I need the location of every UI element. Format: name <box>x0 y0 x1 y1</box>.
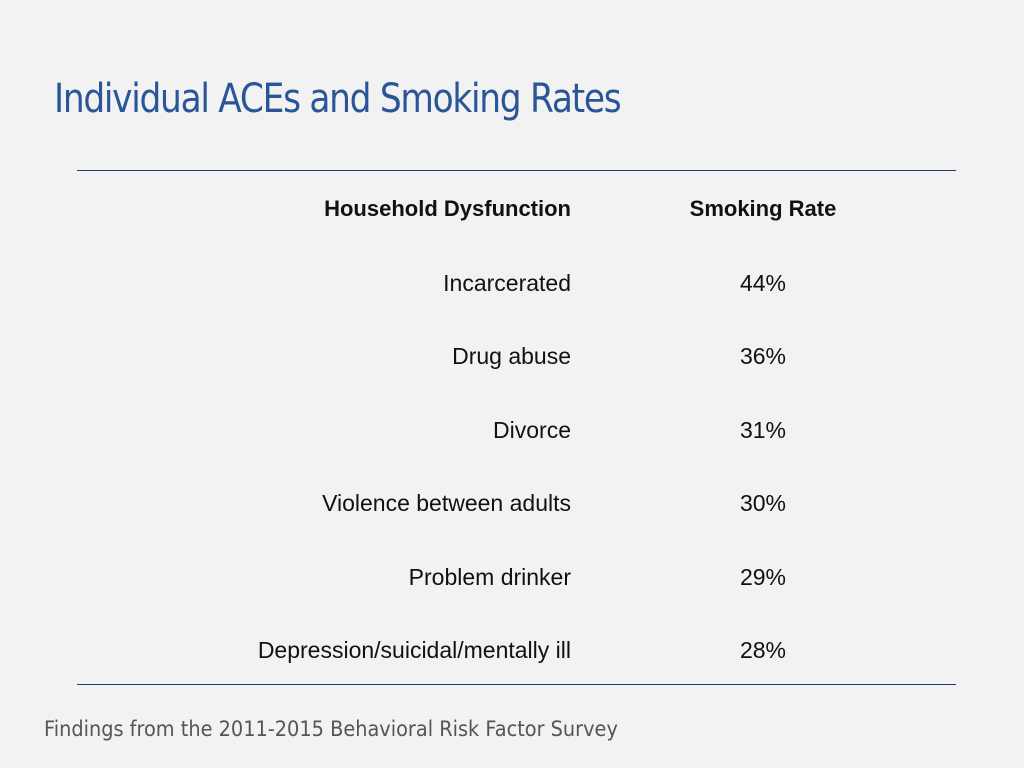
table-cell: Divorce <box>493 416 571 443</box>
table-cell: 44% <box>739 269 787 296</box>
table-row: Divorce 31% <box>77 393 956 467</box>
table-cell: Drug abuse <box>452 343 571 369</box>
table-cell: Problem drinker <box>408 563 571 590</box>
table: Household Dysfunction Smoking Rate Incar… <box>77 172 956 687</box>
table-row: Problem drinker 29% <box>77 540 956 614</box>
table-cell: 28% <box>739 637 787 663</box>
title: Individual ACEs and Smoking Rates <box>54 76 622 122</box>
bottom-rule <box>77 684 956 685</box>
footer: Findings from the 2011-2015 Behavioral R… <box>44 717 618 741</box>
table-cell: Depression/suicidal/mentally ill <box>257 637 571 663</box>
table-row: Violence between adults 30% <box>77 466 956 540</box>
top-rule <box>77 170 956 171</box>
table-row: Depression/suicidal/mentally ill 28% <box>77 613 956 687</box>
table-cell: 29% <box>739 563 787 590</box>
header-row: Household Dysfunction Smoking Rate <box>77 172 956 246</box>
header-cell: Household Dysfunction <box>324 196 571 221</box>
table-row: Incarcerated 44% <box>77 246 956 320</box>
table-cell: Violence between adults <box>322 490 571 516</box>
table-row: Drug abuse 36% <box>77 319 956 393</box>
table-cell: 30% <box>739 490 787 516</box>
header-cell: Smoking Rate <box>689 196 837 221</box>
table-cell: 36% <box>739 343 787 369</box>
table-cell: 31% <box>739 416 787 443</box>
table-cell: Incarcerated <box>443 269 571 296</box>
